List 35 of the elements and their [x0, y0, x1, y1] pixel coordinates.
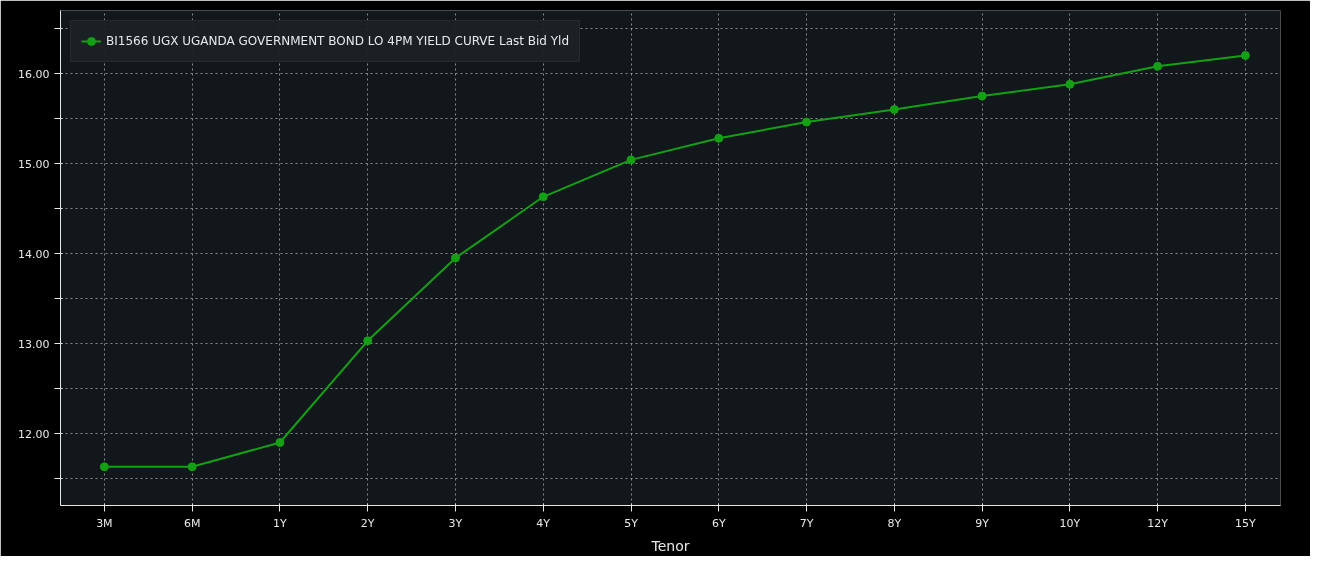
x-tick-label: 1Y — [273, 516, 288, 530]
x-tick-label: 5Y — [624, 516, 639, 530]
y-tick-label: 12.00 — [18, 427, 50, 441]
point — [889, 105, 899, 114]
x-tick-label: 6M — [183, 516, 201, 530]
point — [1240, 51, 1250, 60]
point — [275, 438, 285, 447]
point — [977, 91, 987, 101]
point — [1065, 79, 1075, 89]
y-tick-label: 16.00 — [18, 67, 50, 81]
x-axis-title: Tenor — [650, 537, 690, 554]
point — [99, 462, 109, 472]
point — [187, 462, 197, 472]
x-tick-label: 9Y — [975, 516, 990, 530]
x-tick-label: 12Y — [1147, 516, 1169, 530]
x-tick-label: 2Y — [360, 516, 375, 530]
y-tick-label: 13.00 — [18, 337, 50, 351]
point — [626, 155, 636, 165]
point — [802, 117, 812, 127]
legend-label: BI1566 UGX UGANDA GOVERNMENT BOND LO 4PM YIELD CURVE Last Bid Yld — [106, 34, 570, 48]
point — [714, 133, 724, 143]
x-tick-label: 10Y — [1059, 516, 1081, 530]
y-tick-label: 15.00 — [18, 157, 50, 171]
point — [538, 192, 548, 202]
point — [450, 253, 460, 263]
x-tick-label: 15Y — [1235, 516, 1257, 530]
point — [1153, 61, 1163, 71]
x-tick-label: 6Y — [711, 516, 726, 530]
x-tick-label: 3M — [96, 516, 113, 530]
x-tick-label: 3Y — [448, 516, 463, 530]
y-tick-label: 14.00 — [18, 247, 50, 261]
x-tick-label: 8Y — [887, 516, 902, 530]
x-tick-label: 4Y — [536, 516, 551, 530]
point — [363, 336, 373, 346]
x-tick-label: 7Y — [799, 516, 814, 530]
